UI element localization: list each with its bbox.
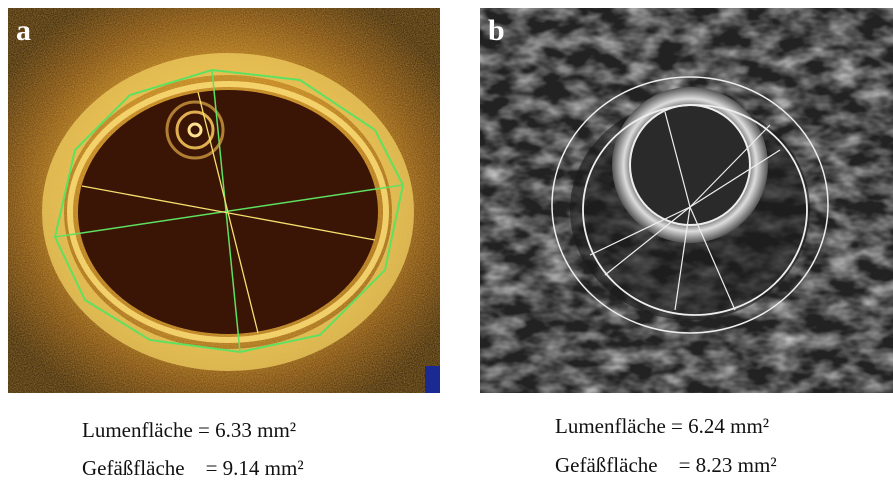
panel-b: b <box>480 8 893 393</box>
caption-lumen: Lumenfläche = 6.24 mm² <box>555 414 769 439</box>
figure: a b <box>0 0 893 400</box>
caption-vessel: Gefäßfläche = 8.23 mm² <box>555 453 777 478</box>
panel-label: b <box>488 14 505 47</box>
caption-lumen: Lumenfläche = 6.33 mm² <box>82 418 296 443</box>
page: a b Lumenfläche = 6.33 mm² Gefäßfläche =… <box>0 0 893 487</box>
panel-label: a <box>16 14 31 47</box>
panel-a: a <box>8 8 440 393</box>
caption-vessel: Gefäßfläche = 9.14 mm² <box>82 456 304 481</box>
